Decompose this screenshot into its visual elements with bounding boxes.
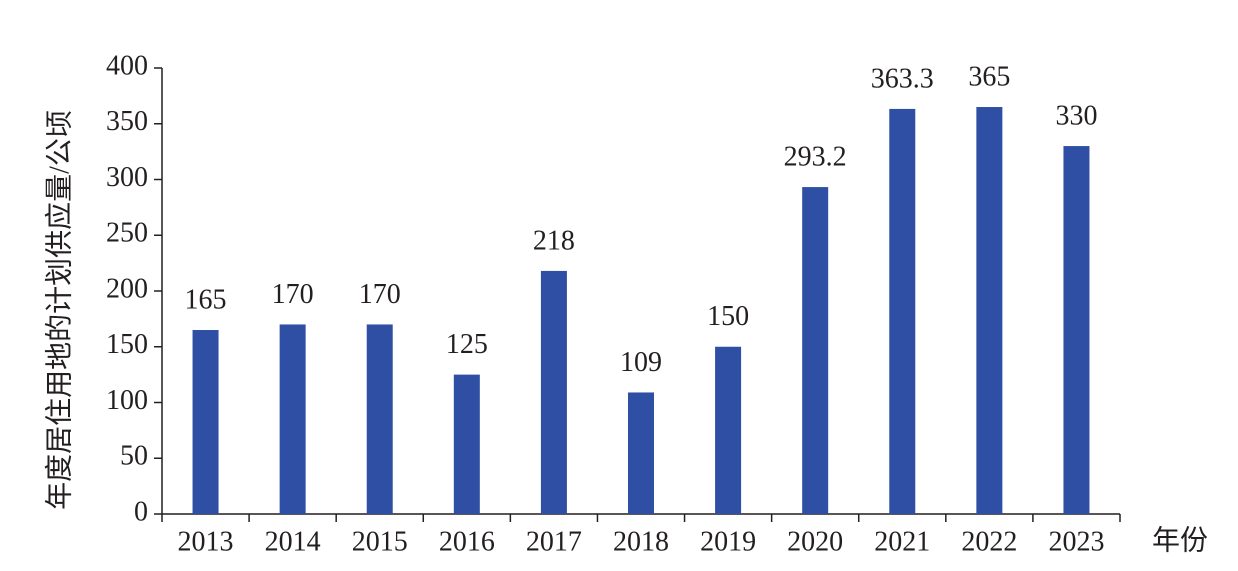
data-label: 218 (533, 225, 575, 256)
y-tick-label: 50 (120, 441, 148, 472)
y-tick-label: 0 (134, 496, 148, 527)
data-label: 170 (272, 279, 314, 310)
y-tick-label: 200 (106, 273, 148, 304)
x-tick-label: 2021 (874, 526, 930, 557)
data-label: 330 (1055, 100, 1097, 131)
x-tick-label: 2023 (1048, 526, 1104, 557)
x-axis-label: 年份 (1152, 524, 1208, 556)
data-label: 150 (707, 301, 749, 332)
x-tick-label: 2015 (352, 526, 408, 557)
bar (1063, 146, 1090, 515)
data-label: 170 (359, 279, 401, 310)
bar (889, 108, 916, 514)
y-tick-label: 150 (106, 329, 148, 360)
bar (540, 270, 567, 514)
bar (366, 324, 393, 514)
x-tick-label: 2014 (265, 526, 321, 557)
bar (976, 107, 1003, 515)
x-tick-label: 2018 (613, 526, 669, 557)
x-tick-label: 2017 (526, 526, 582, 557)
bar (715, 346, 742, 514)
bar (279, 324, 306, 514)
bar (628, 392, 654, 514)
data-label: 365 (968, 61, 1010, 92)
x-tick-label: 2013 (178, 526, 234, 557)
x-tick-label: 2020 (787, 526, 843, 557)
data-label: 293.2 (784, 142, 847, 173)
bar (802, 187, 829, 514)
y-tick-label: 250 (106, 218, 148, 249)
y-tick-label: 300 (106, 162, 148, 193)
bar (453, 374, 480, 514)
x-tick-label: 2016 (439, 526, 495, 557)
data-label: 125 (446, 329, 488, 360)
data-label: 165 (185, 284, 227, 315)
bar (192, 330, 219, 514)
y-tick-label: 400 (106, 50, 148, 81)
y-axis-label: 年度居住用地的计划供应量/公顷 (43, 110, 75, 510)
data-label: 109 (620, 347, 662, 378)
x-tick-label: 2019 (700, 526, 756, 557)
x-tick-label: 2022 (961, 526, 1017, 557)
y-tick-label: 350 (106, 106, 148, 137)
data-label: 363.3 (871, 63, 934, 94)
y-tick-label: 100 (106, 385, 148, 416)
